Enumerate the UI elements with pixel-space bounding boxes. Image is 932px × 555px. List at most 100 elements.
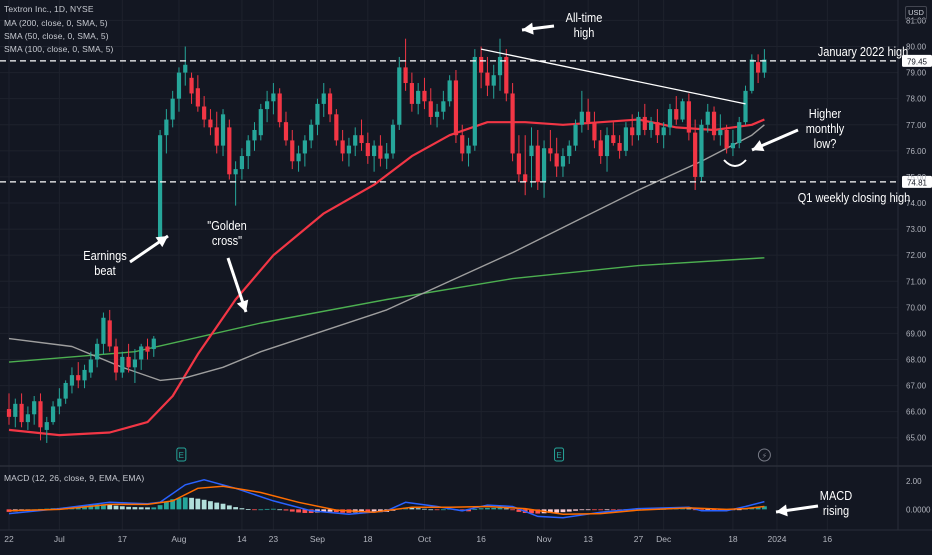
candle-body: [132, 359, 137, 368]
candle-body: [76, 375, 81, 381]
macd-histogram-bar: [176, 498, 182, 510]
price-badge: [902, 175, 932, 188]
macd-rising-arrow: [775, 504, 819, 517]
candle-body: [88, 359, 93, 373]
candle: [372, 140, 377, 172]
candle: [327, 88, 333, 123]
candle: [214, 111, 219, 154]
candle: [598, 129, 603, 164]
macd-histogram-bar: [170, 499, 176, 510]
candle: [611, 122, 616, 146]
candle: [535, 129, 540, 190]
macd-histogram-bar: [258, 509, 264, 511]
y-tick-label: 76.00: [906, 147, 927, 156]
y-tick-label: 81.00: [906, 16, 927, 25]
macd-histogram-bar: [529, 509, 534, 514]
candle: [176, 67, 182, 112]
candle-body: [749, 59, 754, 91]
candle-body: [101, 317, 106, 344]
macd-rising-line-1: MACD: [819, 489, 853, 503]
macd-histogram-bar: [132, 507, 138, 510]
candle-body: [592, 122, 597, 141]
candle: [227, 119, 232, 180]
macd-histogram-bar: [283, 509, 289, 511]
candle-body: [120, 356, 125, 373]
x-tick-label: 14: [237, 534, 247, 544]
candle: [523, 135, 528, 196]
macd-histogram-bar: [699, 509, 704, 511]
candles: [6, 38, 767, 443]
all-time-high-line-1: All-time: [565, 11, 603, 25]
x-tick-label: Nov: [537, 534, 553, 544]
candle: [233, 161, 238, 206]
candle: [718, 114, 723, 146]
sma100-legend: SMA (100, close, 0, SMA, 5): [4, 44, 114, 54]
candle: [674, 96, 679, 125]
candle: [447, 75, 452, 107]
candle-body: [384, 153, 389, 159]
candle-body: [327, 93, 333, 115]
macd-histogram-bar: [239, 508, 245, 510]
macd-histogram-bar: [762, 506, 767, 510]
candle-body: [422, 90, 427, 102]
candle-body: [611, 135, 616, 144]
candle: [541, 140, 547, 198]
macd-histogram-bar: [270, 508, 276, 510]
x-tick-label: 23: [269, 534, 279, 544]
candle-body: [195, 88, 200, 107]
candle: [737, 116, 742, 149]
candle: [460, 124, 465, 162]
candle: [290, 129, 295, 170]
candle-body: [472, 56, 477, 146]
candle: [699, 119, 704, 183]
symbol-title: Textron Inc., 1D, NYSE: [4, 4, 94, 14]
y-tick-label: 78.00: [906, 95, 927, 104]
candle-body: [523, 174, 528, 183]
candle-body: [447, 80, 452, 102]
price-levels: 79.45 74.81: [0, 48, 932, 188]
macd-histogram-bar: [94, 504, 100, 510]
candle: [409, 72, 414, 112]
candle: [113, 338, 119, 381]
candle-body: [359, 135, 364, 144]
candle-body: [604, 135, 610, 157]
candle: [516, 135, 521, 183]
price-badge-label: 79.45: [907, 57, 928, 66]
macd-histogram-bar: [327, 509, 333, 512]
candle-body: [25, 414, 30, 423]
macd-histogram-bar: [736, 509, 742, 511]
macd-histogram-bar: [535, 509, 541, 514]
candle: [315, 98, 320, 136]
candle: [667, 103, 673, 136]
candle: [648, 116, 654, 138]
candle: [359, 119, 364, 151]
macd-histogram-bar: [220, 503, 226, 510]
x-tick-label: 17: [118, 534, 128, 544]
earnings-arrow: [129, 234, 169, 264]
macd-histogram-bar: [289, 509, 295, 512]
annotation-arrows: [129, 22, 819, 517]
macd-histogram-bar: [440, 509, 446, 511]
candle: [491, 64, 496, 99]
macd-histogram-bar: [573, 509, 578, 511]
candle: [88, 351, 93, 378]
macd-histogram-bar: [478, 508, 484, 510]
candle-body: [648, 122, 654, 130]
candle-body: [340, 140, 345, 154]
macd-histogram-bar: [491, 507, 497, 510]
macd-histogram-bar: [119, 506, 125, 510]
macd-histogram-bar: [88, 505, 94, 510]
currency-badge[interactable]: USD: [905, 6, 927, 20]
candle: [189, 72, 194, 104]
candle-body: [321, 93, 326, 104]
candle-body: [586, 111, 591, 123]
candle-body: [554, 153, 559, 167]
candle-body: [220, 114, 226, 146]
macd-histogram-bar: [371, 509, 377, 513]
macd-rising-line-2: rising: [822, 504, 850, 518]
candle-body: [82, 369, 87, 381]
candle-body: [239, 156, 245, 170]
candle: [44, 416, 49, 443]
candle-body: [573, 124, 578, 146]
